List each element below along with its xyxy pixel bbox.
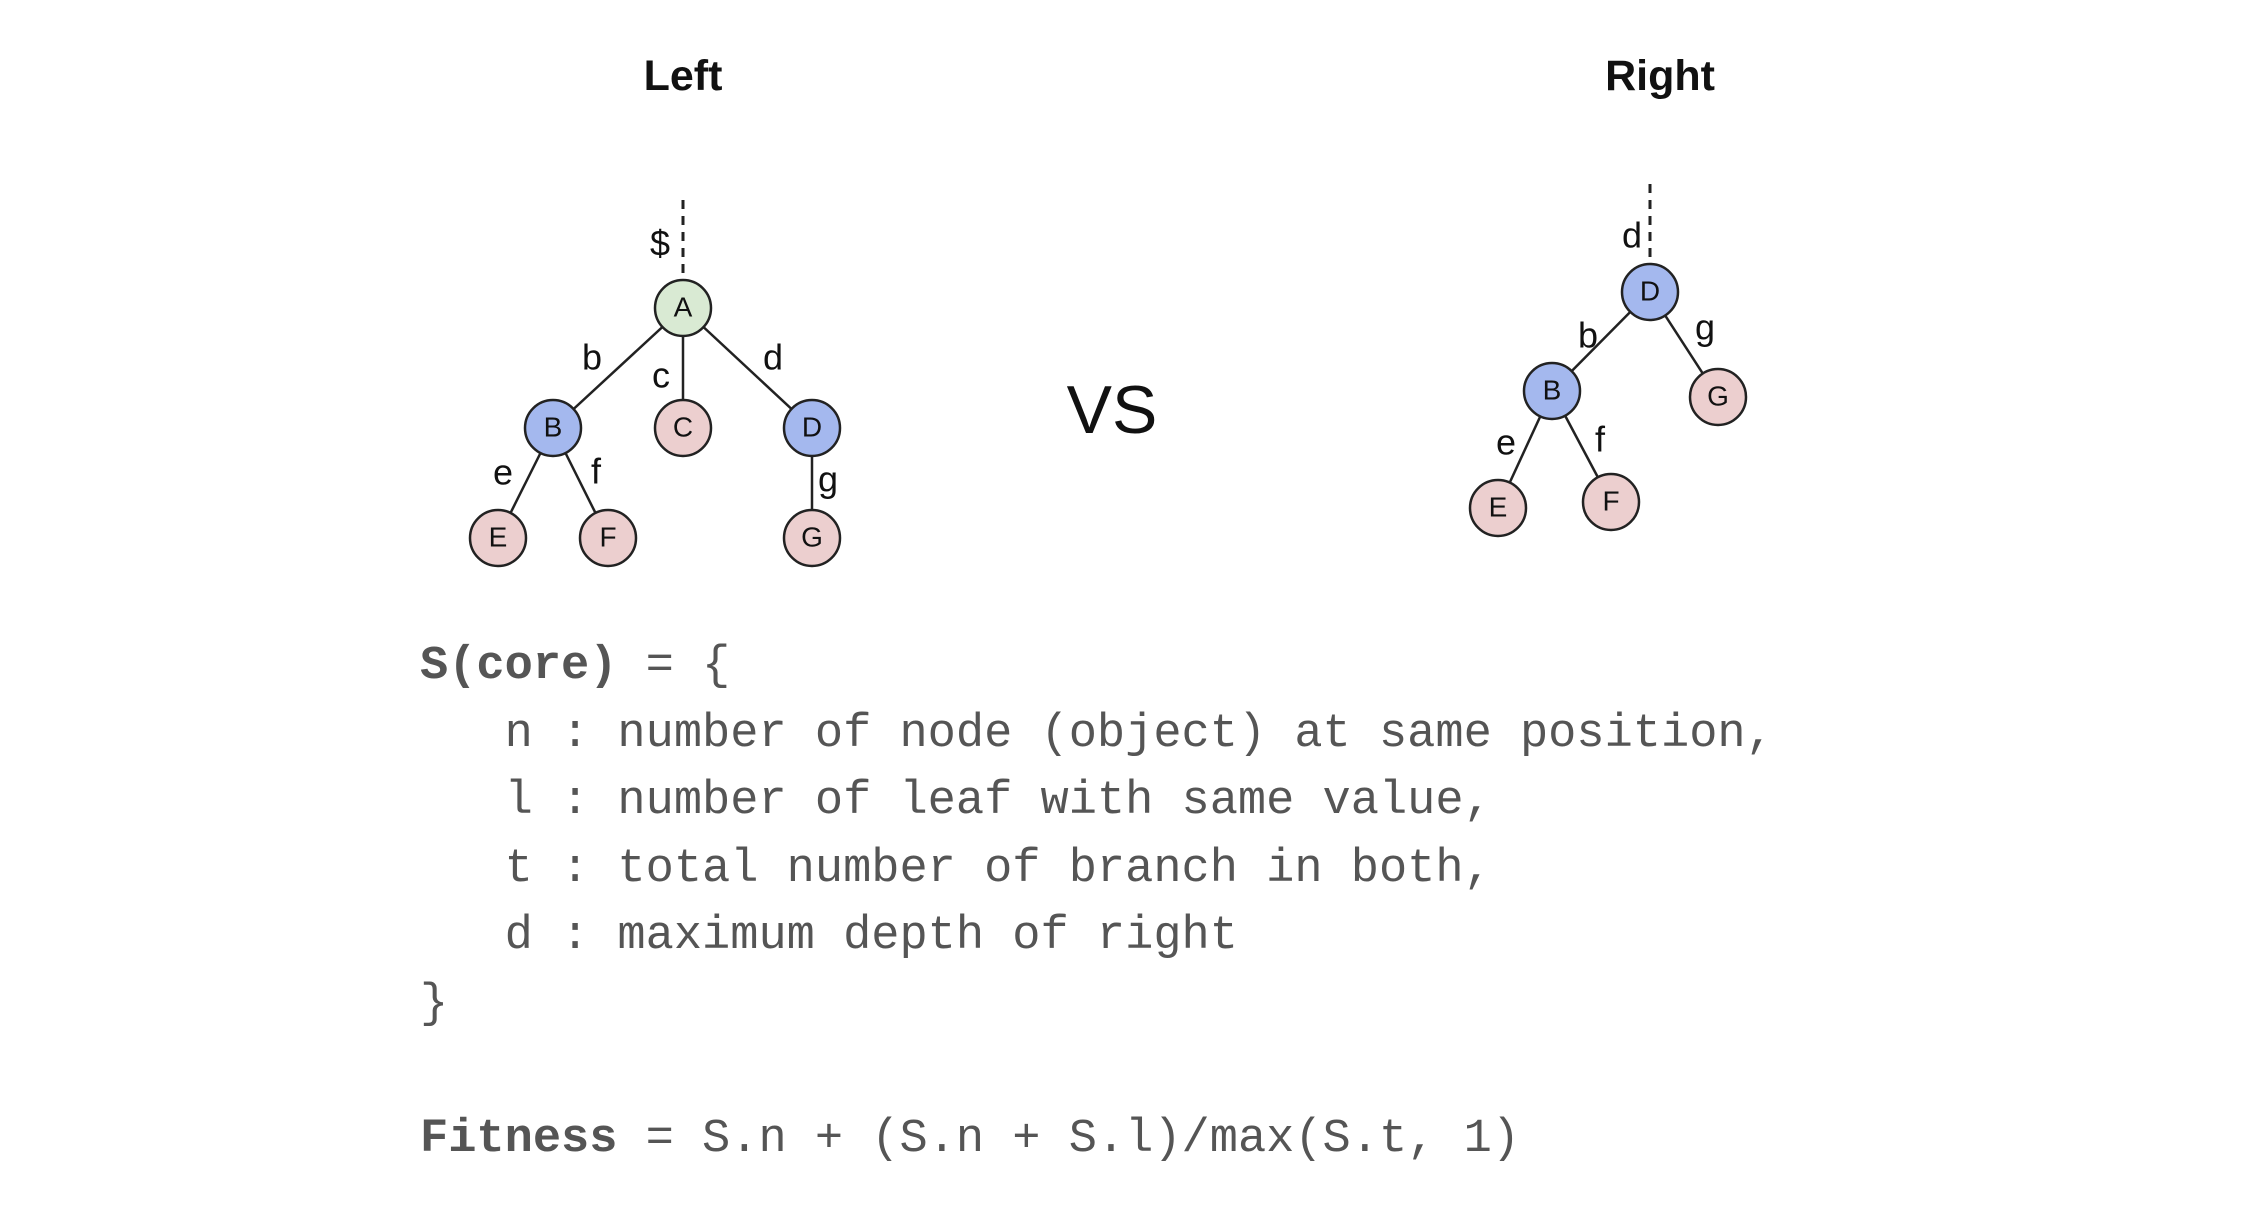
fitness-line: Fitness = S.n + (S.n + S.l)/max(S.t, 1) <box>420 1113 1520 1166</box>
score-name: S(core) <box>420 640 618 693</box>
left-edge-label-b: b <box>582 337 602 378</box>
left-node-G <box>782 508 842 568</box>
score-field-l: l : number of leaf with same value, <box>420 775 1492 828</box>
fitness-name: Fitness <box>420 1113 618 1166</box>
right-edge-label-e: e <box>1496 422 1516 463</box>
left-node-A <box>653 278 713 338</box>
left-tree: $ b c d e f g A B C D E F G <box>468 200 842 568</box>
score-close: } <box>420 978 449 1031</box>
left-node-B <box>523 398 583 458</box>
right-tree: d b g e f D B G E F <box>1468 184 1748 538</box>
left-node-E <box>468 508 528 568</box>
right-node-label-E: E <box>1489 491 1508 522</box>
right-node-D <box>1620 262 1680 322</box>
score-definition: S(core) = { n : number of node (object) … <box>420 640 1774 1166</box>
right-edge-label-b: b <box>1578 315 1598 356</box>
left-tree-title: Left <box>643 52 723 100</box>
right-node-label-D: D <box>1640 275 1660 306</box>
left-node-label-C: C <box>673 411 693 442</box>
right-node-label-B: B <box>1543 374 1562 405</box>
right-node-B <box>1522 361 1582 421</box>
score-field-t: t : total number of branch in both, <box>420 843 1492 896</box>
left-node-label-F: F <box>599 521 616 552</box>
score-header-line: S(core) = { <box>420 640 730 693</box>
left-node-label-D: D <box>802 411 822 442</box>
right-edge-label-f: f <box>1595 419 1606 460</box>
left-edge-label-c: c <box>652 355 670 396</box>
right-root-edge-label: d <box>1622 215 1642 256</box>
left-edge-label-d: d <box>763 337 783 378</box>
right-node-G <box>1688 367 1748 427</box>
left-root-edge-label: $ <box>650 223 670 264</box>
right-node-label-F: F <box>1602 485 1619 516</box>
vs-label: VS <box>1066 372 1158 448</box>
right-node-label-G: G <box>1707 380 1729 411</box>
left-edge-A-B <box>552 307 684 429</box>
right-tree-title: Right <box>1605 52 1715 100</box>
left-edge-label-e: e <box>493 452 513 493</box>
left-edge-A-D <box>682 307 813 429</box>
left-edge-label-f: f <box>591 451 602 492</box>
fitness-formula: = S.n + (S.n + S.l)/max(S.t, 1) <box>617 1113 1520 1166</box>
left-node-D <box>782 398 842 458</box>
left-node-F <box>578 508 638 568</box>
left-node-C <box>653 398 713 458</box>
left-edge-label-g: g <box>818 459 838 500</box>
left-node-label-G: G <box>801 521 823 552</box>
left-node-label-B: B <box>544 411 563 442</box>
left-node-label-E: E <box>489 521 508 552</box>
left-node-label-A: A <box>674 291 693 322</box>
score-open: = { <box>617 640 731 693</box>
score-field-n: n : number of node (object) at same posi… <box>420 708 1774 761</box>
right-node-E <box>1468 478 1528 538</box>
right-edge-label-g: g <box>1695 307 1715 348</box>
score-field-d: d : maximum depth of right <box>420 910 1238 963</box>
tree-diagrams: $ b c d e f g A B C D E F G d b g e f D B G E F <box>468 184 1748 568</box>
right-node-F <box>1581 472 1641 532</box>
